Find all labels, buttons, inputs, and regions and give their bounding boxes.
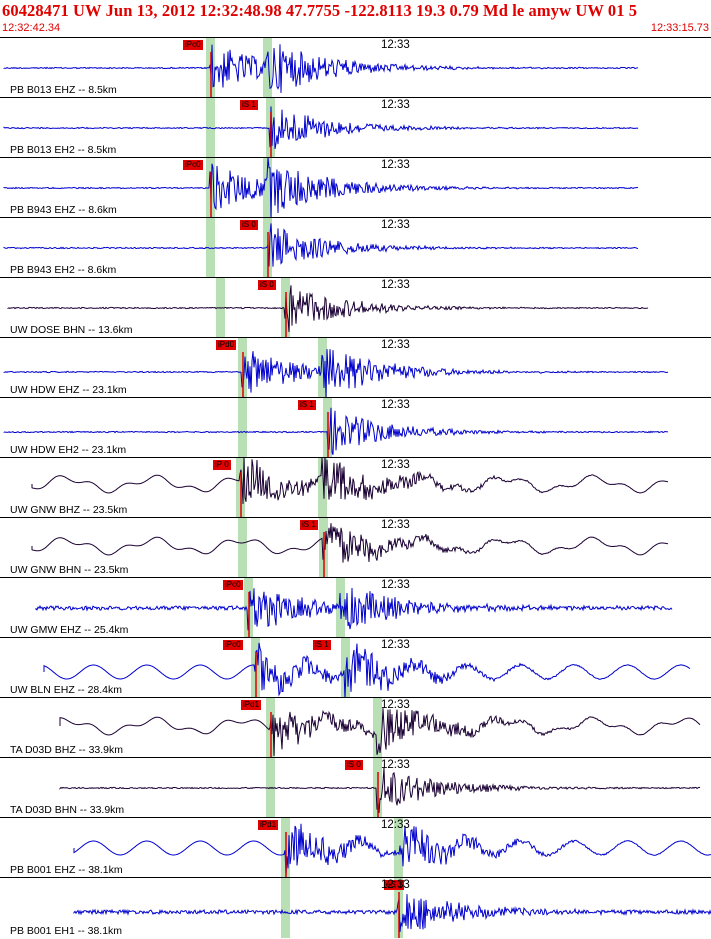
trace-panel[interactable]: iPd1 12:33 PB B001 EHZ -- 38.1km [0,817,711,878]
time-label: 12:33 [381,579,410,591]
waveform-trace [59,767,701,814]
trace-panel[interactable]: iPc0 12:33 PB B013 EHZ -- 8.5km [0,37,711,98]
station-label: UW GMW EHZ -- 25.4km [10,624,129,636]
s-pick-window [341,638,350,698]
waveform-trace [3,223,639,267]
waveform-trace [31,458,669,505]
station-label: PB B013 EH2 -- 8.5km [10,144,117,156]
trace-panel[interactable]: iS 0 12:33 TA D03D BHN -- 33.9km [0,757,711,818]
station-label: UW GNW BHZ -- 23.5km [10,504,128,516]
time-label: 12:33 [381,279,410,291]
trace-panel[interactable]: iPd0 12:33 UW HDW EHZ -- 23.1km [0,337,711,398]
station-label: PB B943 EHZ -- 8.6km [10,204,117,216]
trace-panels: iPc0 12:33 PB B013 EHZ -- 8.5km iS 1 12:33 P… [0,37,711,938]
s-pick-flag[interactable]: iS 1 [240,100,258,110]
station-label: PB B001 EH1 -- 38.1km [10,925,123,937]
s-pick-window [394,818,403,878]
p-pick-flag[interactable]: iPd1 [258,820,279,830]
waveform-trace [73,894,711,932]
trace-panel[interactable]: iS 0 12:33 PB B943 EH2 -- 8.6km [0,217,711,278]
time-start: 12:32:42.34 [2,22,61,34]
trace-panel[interactable]: iS 1 12:33 UW HDW EH2 -- 23.1km [0,397,711,458]
station-label: PB B001 EHZ -- 38.1km [10,864,123,876]
station-label: PB B943 EH2 -- 8.6km [10,264,117,276]
waveform-trace [3,349,669,398]
trace-panel[interactable]: iPc0 iS 1 12:33 UW BLN EHZ -- 28.4km [0,637,711,698]
s-pick-flag[interactable]: iS 0 [258,280,276,290]
s-pick-flag[interactable]: iS 0 [345,760,363,770]
p-pick-window [281,878,290,938]
s-pick-window [263,158,272,218]
waveform-trace [59,708,701,756]
s-pick-flag[interactable]: iS 0 [240,220,258,230]
time-label: 12:33 [381,459,410,471]
trace-panel[interactable]: iS 1 12:33 PB B013 EH2 -- 8.5km [0,97,711,158]
waveform-trace [43,642,691,698]
station-label: UW BLN EHZ -- 28.4km [10,684,123,696]
s-pick-window [263,38,272,98]
event-title: 60428471 UW Jun 13, 2012 12:32:48.98 47.… [2,1,638,20]
p-pick-flag[interactable]: iPd0 [216,340,237,350]
waveform-trace [31,523,669,563]
station-label: UW HDW EH2 -- 23.1km [10,444,127,456]
time-label: 12:33 [381,639,410,651]
p-pick-flag[interactable]: iPc0 [183,160,203,170]
p-pick-flag[interactable]: iPc0 [223,580,243,590]
station-label: TA D03D BHZ -- 33.9km [10,744,123,756]
trace-panel[interactable]: iPc0 12:33 UW GMW EHZ -- 25.4km [0,577,711,638]
s-pick-window [373,698,382,758]
time-label: 12:33 [381,99,410,111]
waveform-trace [3,158,639,218]
time-label: 12:33 [381,879,410,891]
time-label: 12:33 [381,699,410,711]
trace-panel[interactable]: eS 1 12:33 PB B001 EH1 -- 38.1km [0,877,711,938]
p-pick-window [238,398,247,458]
trace-panel[interactable]: iPd1 12:33 TA D03D BHZ -- 33.9km [0,697,711,758]
s-pick-flag[interactable]: eS 1 [384,880,405,890]
waveform-trace [3,44,638,93]
waveform-trace [73,823,711,876]
p-pick-flag[interactable]: iP 0 [213,460,231,470]
time-label: 12:33 [381,399,410,411]
trace-panel[interactable]: iPc0 12:33 PB B943 EHZ -- 8.6km [0,157,711,218]
s-pick-window [318,458,327,518]
station-label: UW HDW EHZ -- 23.1km [10,384,127,396]
p-pick-flag[interactable]: iPc0 [223,640,243,650]
station-label: TA D03D BHN -- 33.9km [10,804,125,816]
station-label: PB B013 EHZ -- 8.5km [10,84,117,96]
waveform-trace [3,106,639,150]
trace-panel[interactable]: iP 0 12:33 UW GNW BHZ -- 23.5km [0,457,711,518]
event-header: 60428471 UW Jun 13, 2012 12:32:48.98 47.… [0,0,711,36]
waveform-trace [35,587,673,631]
time-label: 12:33 [381,39,410,51]
waveform-trace [7,285,649,332]
time-label: 12:33 [381,759,410,771]
time-label: 12:33 [381,339,410,351]
p-pick-window [238,518,247,578]
station-label: UW DOSE BHN -- 13.6km [10,324,133,336]
p-pick-flag[interactable]: iPc0 [183,40,203,50]
s-pick-window [318,338,327,398]
trace-panel[interactable]: iS 0 12:33 UW DOSE BHN -- 13.6km [0,277,711,338]
time-label: 12:33 [381,519,410,531]
time-label: 12:33 [381,219,410,231]
time-end: 12:33:15.73 [650,22,709,34]
time-label: 12:33 [381,819,410,831]
s-pick-flag[interactable]: iS 1 [300,520,318,530]
s-pick-flag[interactable]: iS 1 [313,640,331,650]
p-pick-flag[interactable]: iPd1 [241,700,262,710]
trace-panel[interactable]: iS 1 12:33 UW GNW BHN -- 23.5km [0,517,711,578]
s-pick-flag[interactable]: iS 1 [298,400,316,410]
station-label: UW GNW BHN -- 23.5km [10,564,129,576]
waveform-trace [3,407,669,455]
time-label: 12:33 [381,159,410,171]
